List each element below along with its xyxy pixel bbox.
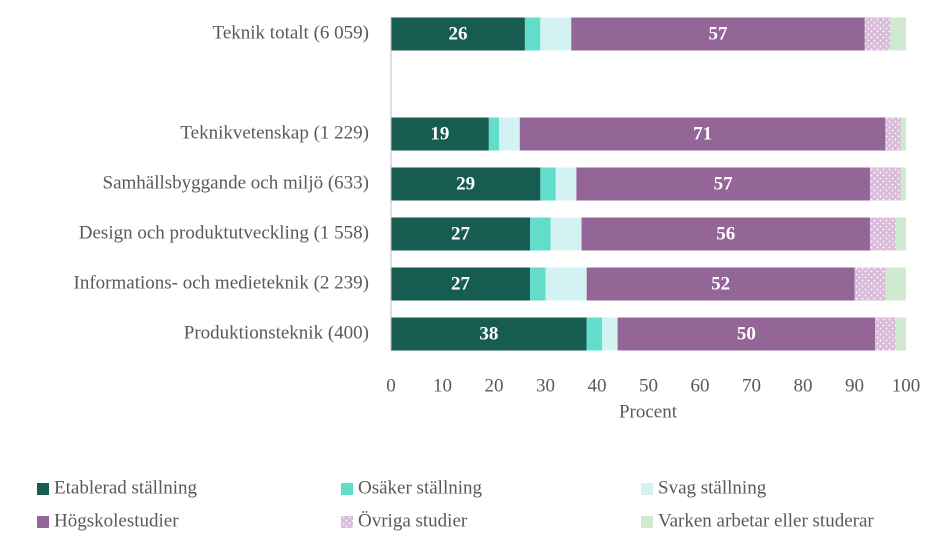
legend-label: Svag ställning [658, 477, 767, 498]
legend-label: Övriga studier [358, 510, 468, 531]
bar-segment [540, 17, 572, 51]
bar-segment [555, 167, 577, 201]
x-tick-label: 40 [588, 375, 607, 396]
legend-swatch [37, 483, 49, 495]
x-tick-label: 10 [433, 375, 452, 396]
bar-segment [550, 217, 582, 251]
bar-segment [617, 317, 876, 351]
bar-segment [895, 217, 906, 251]
bar-segment [586, 267, 855, 301]
x-tick-label: 100 [892, 375, 921, 396]
y-tick-label: Teknik totalt (6 059) [213, 22, 369, 43]
legend-swatch [37, 516, 49, 528]
legend-label: Högskolestudier [54, 510, 179, 531]
y-tick-label: Teknikvetenskap (1 229) [180, 122, 369, 143]
data-label: 50 [737, 323, 756, 344]
data-label: 57 [714, 173, 734, 194]
data-label: 56 [716, 223, 735, 244]
bar-segment [540, 167, 556, 201]
bar-segment [391, 167, 541, 201]
bar-segment [890, 17, 906, 51]
data-label: 57 [709, 23, 729, 44]
bar-segment [524, 17, 541, 51]
bar-segment [875, 317, 896, 351]
bar-segment [586, 317, 603, 351]
legend-swatch [641, 516, 653, 528]
legend-swatch [641, 483, 653, 495]
x-tick-label: 80 [794, 375, 813, 396]
y-tick-label: Samhällsbyggande och miljö (633) [103, 172, 369, 193]
bar-segment [885, 117, 901, 151]
y-tick-label: Design och produktutveckling (1 558) [79, 222, 369, 243]
x-tick-label: 30 [536, 375, 555, 396]
data-label: 71 [693, 123, 712, 144]
data-label: 38 [479, 323, 498, 344]
data-label: 27 [451, 273, 471, 294]
bar-segment [499, 117, 520, 151]
legend-label: Osäker ställning [358, 477, 483, 498]
y-tick-label: Informations- och medieteknik (2 239) [74, 272, 369, 293]
bar-segment [530, 217, 551, 251]
bar-segment [895, 317, 906, 351]
bar-segment [854, 267, 886, 301]
y-tick-label: Produktionsteknik (400) [184, 322, 369, 343]
bar-segment [869, 167, 901, 201]
x-tick-label: 60 [691, 375, 710, 396]
data-label: 29 [456, 173, 475, 194]
bar-segment [391, 17, 525, 51]
bar-segment [581, 217, 870, 251]
bar-segment [885, 267, 906, 301]
data-label: 27 [451, 223, 471, 244]
bar-segment [864, 17, 891, 51]
x-tick-label: 0 [386, 375, 396, 396]
legend-label: Varken arbetar eller studerar [658, 510, 874, 531]
data-label: 26 [448, 23, 467, 44]
x-tick-label: 70 [742, 375, 761, 396]
bar-segment [391, 317, 587, 351]
x-tick-label: 50 [639, 375, 658, 396]
data-label: 52 [711, 273, 730, 294]
x-tick-label: 90 [845, 375, 864, 396]
legend-swatch [341, 516, 353, 528]
x-axis-title: Procent [619, 401, 678, 422]
legend-swatch [341, 483, 353, 495]
data-label: 19 [430, 123, 449, 144]
bar-segment [391, 117, 489, 151]
bar-segment [488, 117, 500, 151]
bar-segment [602, 317, 618, 351]
bar-segment [869, 217, 896, 251]
bar-segment [545, 267, 587, 301]
bar-segment [576, 167, 870, 201]
bar-segment [530, 267, 546, 301]
bar-segment [900, 167, 906, 201]
legend-label: Etablerad ställning [54, 477, 197, 498]
bar-segment [391, 217, 531, 251]
bar-segment [900, 117, 906, 151]
x-tick-label: 20 [485, 375, 504, 396]
bar-segment [391, 267, 531, 301]
bar-segment [571, 17, 865, 51]
bar-segment [519, 117, 886, 151]
